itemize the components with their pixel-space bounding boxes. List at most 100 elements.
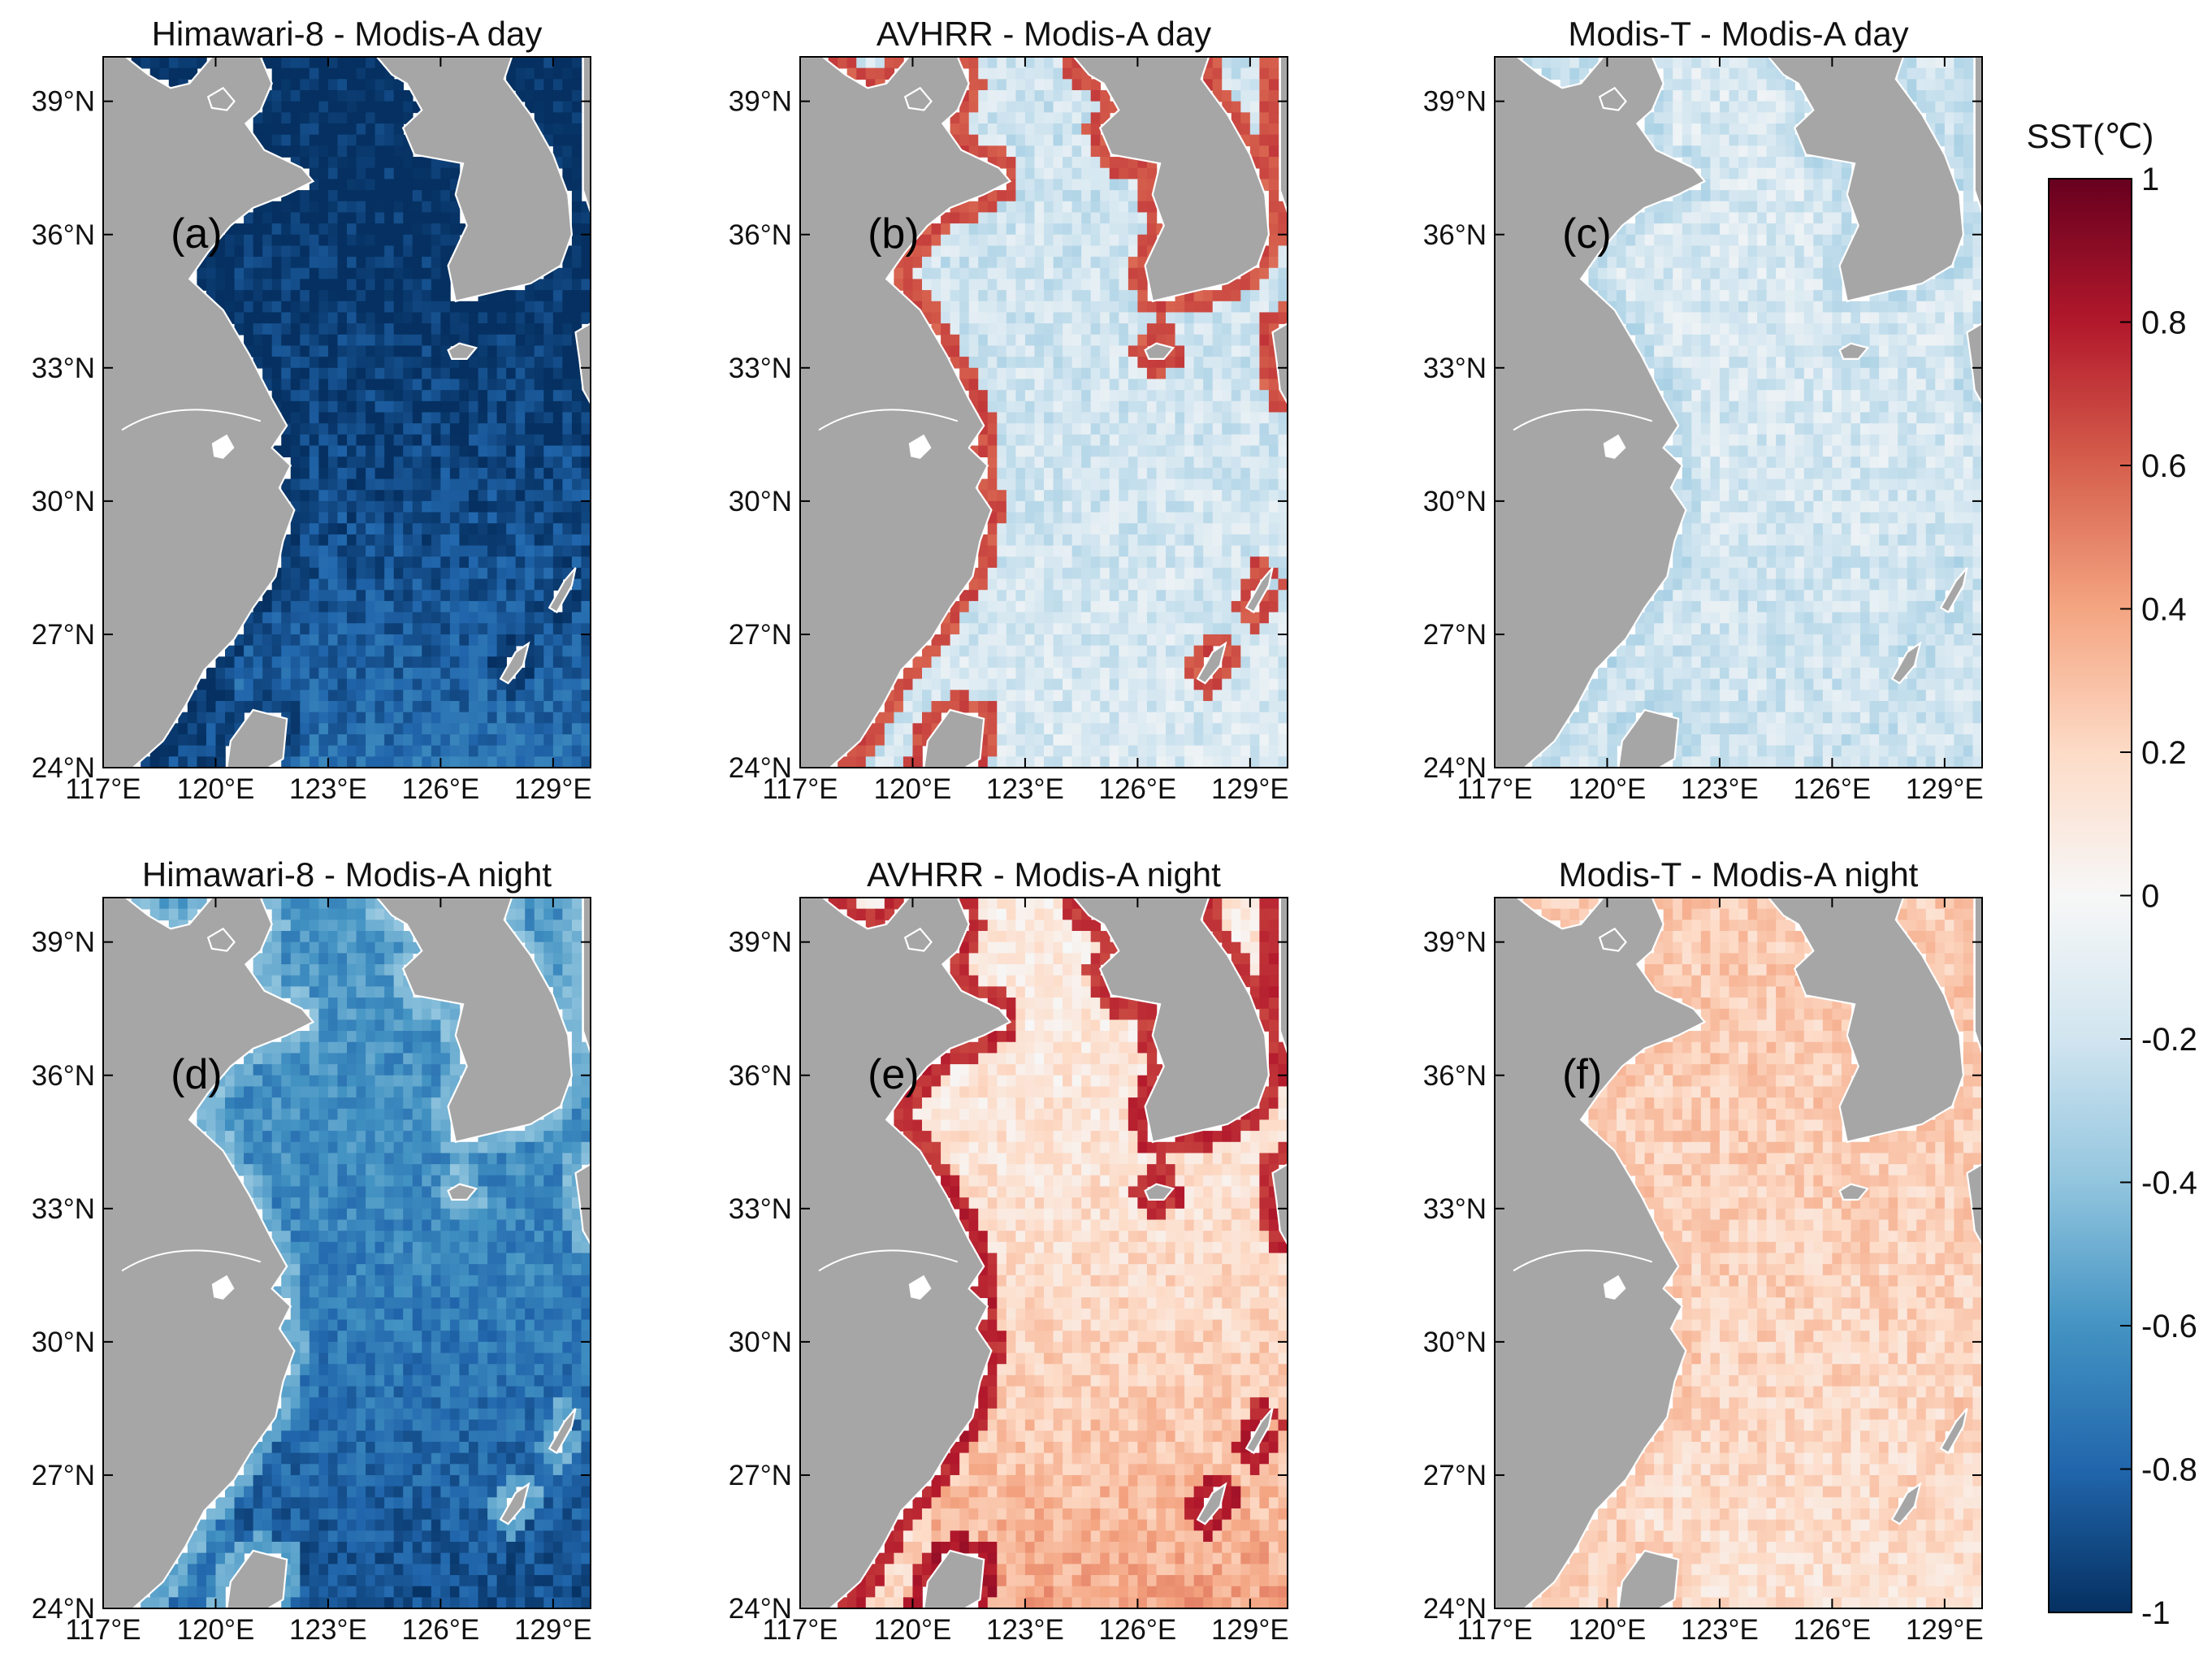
colorbar-tick-label: 0.8 (2141, 305, 2187, 341)
panel-b-sst-field (828, 57, 1288, 768)
panel-e-frame (799, 897, 1288, 1609)
panel-d: 117°E 120°E 123°E 126°E 129°E 24°N 27°N 30°N 33°… (32, 855, 592, 1646)
river-line (818, 409, 959, 431)
land-kyushu (1966, 322, 1982, 405)
land-ryukyu-north (1245, 1408, 1274, 1455)
colorbar-bar (2048, 178, 2132, 1613)
land-jeju (447, 1183, 478, 1201)
land-korea (1072, 57, 1270, 303)
y-tick-label: 33°N (32, 1193, 95, 1225)
y-tick-label: 33°N (729, 1193, 792, 1225)
panel-f: 117°E 120°E 123°E 126°E 129°E 24°N 27°N 30°N 33°… (1423, 855, 1984, 1646)
x-tick-label: 126°E (1794, 1614, 1872, 1646)
river-line (121, 409, 262, 431)
land-mainland (103, 57, 315, 768)
land-ryukyu (1196, 1482, 1227, 1526)
lake-taihu (908, 1275, 932, 1300)
x-tick-label: 120°E (177, 1614, 255, 1646)
panels-group: 117°E 120°E 123°E 126°E 129°E 24°N 27°N 30°N 33°… (32, 15, 1984, 1646)
panel-f-land (1495, 898, 1982, 1608)
river-line (818, 1249, 959, 1272)
land-japan-sea-coast (1279, 898, 1288, 1054)
land-ryukyu-north (1939, 567, 1968, 614)
panel-e-sst-field (828, 898, 1288, 1608)
x-tick-label: 129°E (1906, 1614, 1984, 1646)
land-ryukyu-north (548, 567, 577, 614)
x-tick-label: 117°E (762, 773, 838, 805)
land-kyushu (1271, 322, 1288, 405)
x-tick-label: 123°E (986, 773, 1064, 805)
land-japan-sea-coast (582, 57, 591, 213)
land-bohai-island (1598, 86, 1627, 111)
land-japan-sea-coast (582, 898, 591, 1054)
y-tick-label: 36°N (1423, 219, 1487, 251)
land-mainland (103, 898, 315, 1608)
lake-taihu (908, 434, 932, 459)
panel-e-map (800, 898, 1288, 1608)
land-ryukyu (1890, 641, 1922, 685)
x-tick-label: 117°E (65, 1614, 141, 1646)
land-ryukyu-north (548, 1408, 577, 1455)
land-taiwan (226, 1549, 288, 1608)
panel-b-land (800, 57, 1288, 768)
land-ryukyu (499, 1482, 530, 1526)
y-tick-label: 24°N (32, 752, 95, 784)
land-kyushu (1271, 1162, 1288, 1246)
y-tick-label: 30°N (1423, 1327, 1487, 1358)
y-tick-label: 39°N (32, 927, 95, 959)
x-tick-label: 126°E (402, 1614, 480, 1646)
x-tick-label: 129°E (1906, 773, 1984, 805)
panel-a-frame (102, 56, 591, 768)
land-bohai-island (206, 927, 236, 952)
colorbar-tick-label: -0.2 (2141, 1022, 2197, 1058)
x-tick-label: 129°E (1211, 1614, 1289, 1646)
colorbar-tick-label: 0 (2141, 879, 2159, 915)
colorbar-tick-label: 0.2 (2141, 735, 2187, 771)
x-tick-label: 129°E (1211, 773, 1289, 805)
x-tick-label: 120°E (1569, 1614, 1647, 1646)
y-tick-label: 36°N (1423, 1060, 1487, 1092)
panel-label: (f) (1562, 1051, 1602, 1098)
land-japan-sea-coast (1279, 57, 1288, 213)
colorbar-tick-label: -0.6 (2141, 1309, 2197, 1344)
panel-c-frame (1494, 56, 1983, 768)
panel-c-land (1495, 57, 1982, 768)
y-tick-label: 27°N (729, 619, 792, 651)
land-mainland (800, 57, 1012, 768)
land-korea (375, 57, 574, 303)
x-tick-label: 117°E (1457, 1614, 1532, 1646)
panel-f-frame (1494, 897, 1983, 1609)
y-tick-label: 24°N (1423, 752, 1487, 784)
land-taiwan (226, 708, 288, 768)
land-jeju (1838, 1183, 1870, 1201)
panel-label: (d) (171, 1051, 223, 1098)
y-tick-label: 30°N (1423, 486, 1487, 517)
river-line (1513, 409, 1653, 431)
land-kyushu (574, 1162, 591, 1246)
panel-e-land (800, 898, 1288, 1608)
x-tick-label: 123°E (1681, 1614, 1759, 1646)
land-bohai-island (206, 86, 236, 111)
y-tick-label: 36°N (32, 1060, 95, 1092)
land-taiwan (1617, 1549, 1680, 1608)
lake-taihu (211, 1275, 235, 1300)
colorbar-tick-label: 0.4 (2141, 592, 2187, 628)
land-ryukyu (1890, 1482, 1922, 1526)
y-tick-label: 39°N (1423, 86, 1487, 118)
lake-taihu (1603, 434, 1626, 459)
land-jeju (447, 342, 478, 360)
land-jeju (1144, 342, 1175, 360)
land-korea (1767, 57, 1965, 303)
panel-title: Modis-T - Modis-A night (1559, 855, 1919, 894)
y-tick-label: 24°N (729, 752, 792, 784)
x-tick-label: 117°E (762, 1614, 838, 1646)
colorbar-tick-label: -0.4 (2141, 1166, 2197, 1201)
panel-title: Modis-T - Modis-A day (1568, 15, 1908, 53)
x-tick-label: 123°E (289, 773, 367, 805)
panel-title: Himawari-8 - Modis-A night (142, 855, 552, 894)
y-tick-label: 30°N (32, 1327, 95, 1358)
panel-a-map (103, 57, 591, 768)
panel-a-land (103, 57, 591, 768)
river-line (121, 1249, 262, 1272)
x-tick-label: 129°E (514, 1614, 592, 1646)
